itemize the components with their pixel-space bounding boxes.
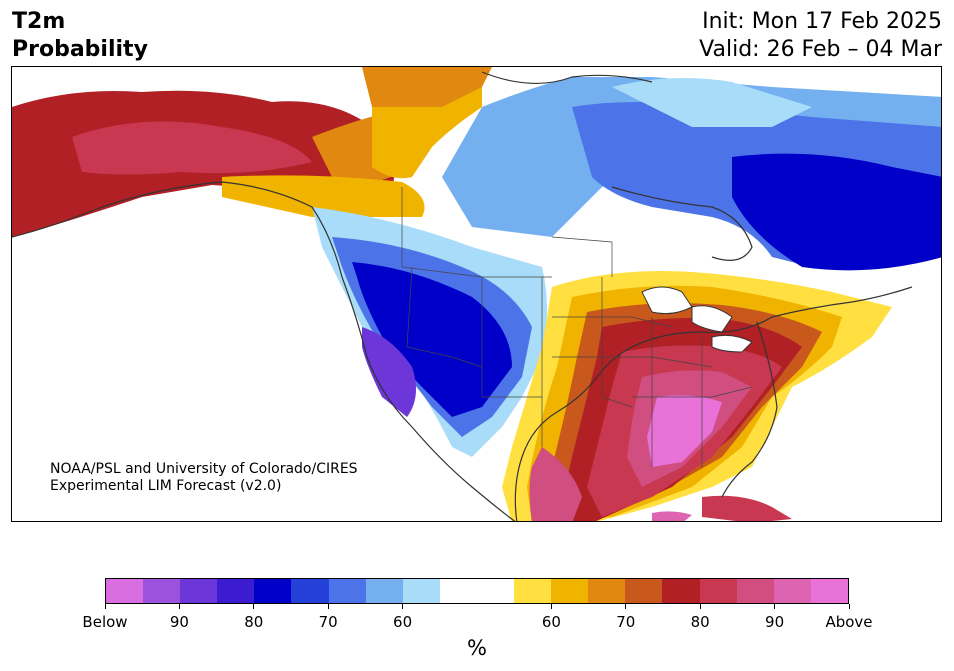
colorbar-segment: [143, 579, 181, 603]
colorbar-segment: [365, 579, 403, 603]
colorbar-segment: [402, 579, 440, 603]
colorbar-segment: [810, 579, 848, 603]
title-variable: T2m: [12, 9, 66, 34]
colorbar-segment: [439, 579, 477, 603]
colorbar-tick-label: 70: [318, 613, 338, 631]
colorbar-tick-label: Below: [82, 613, 128, 631]
colorbar-segment: [514, 579, 552, 603]
colorbar-segment: [736, 579, 774, 603]
colorbar-tick-label: 80: [690, 613, 710, 631]
init-date: Init: Mon 17 Feb 2025: [702, 9, 942, 34]
colorbar-tick: [402, 604, 404, 609]
date-block: Init: Mon 17 Feb 2025 Valid: 26 Feb – 04…: [699, 8, 942, 64]
credit-text: NOAA/PSL and University of Colorado/CIRE…: [50, 461, 358, 495]
great-lakes: [641, 286, 753, 353]
colorbar-tick-label: Above: [825, 613, 873, 631]
colorbar-tick-label: 70: [616, 613, 636, 631]
colorbar-tick-label: 60: [541, 613, 561, 631]
colorbar-tick: [327, 604, 329, 609]
colorbar-tick: [178, 604, 180, 609]
map-canvas: [12, 67, 941, 521]
state-borders: [401, 187, 753, 467]
cuba-warm-region: [702, 495, 792, 521]
colorbar-tick-label: 80: [244, 613, 264, 631]
colorbar-tick: [774, 604, 776, 609]
colorbar-tick: [848, 604, 850, 609]
colorbar: [105, 578, 849, 604]
colorbar-tick-label: 90: [765, 613, 785, 631]
colorbar-segment: [476, 579, 515, 603]
coastlines: [12, 71, 913, 521]
forecast-map: NOAA/PSL and University of Colorado/CIRE…: [11, 66, 942, 522]
colorbar-segment: [254, 579, 292, 603]
colorbar-segment: [106, 579, 144, 603]
colorbar-segment: [291, 579, 329, 603]
colorbar-tick: [625, 604, 627, 609]
colorbar-segment: [625, 579, 663, 603]
colorbar-unit: %: [467, 636, 487, 660]
colorbar-segment: [699, 579, 737, 603]
colorbar-tick: [104, 604, 106, 609]
colorbar-segment: [217, 579, 255, 603]
colorbar-segment: [662, 579, 700, 603]
colorbar-tick: [550, 604, 552, 609]
colorbar-segment: [773, 579, 811, 603]
title-block: T2m Probability: [12, 8, 148, 64]
credit-line-2: Experimental LIM Forecast (v2.0): [50, 478, 282, 494]
colorbar-segment: [551, 579, 589, 603]
credit-line-1: NOAA/PSL and University of Colorado/CIRE…: [50, 461, 358, 477]
valid-date: Valid: 26 Feb – 04 Mar: [699, 37, 942, 62]
colorbar-tick: [253, 604, 255, 609]
colorbar-segment: [180, 579, 218, 603]
title-subtitle: Probability: [12, 37, 148, 62]
colorbar-tick-label: 90: [169, 613, 189, 631]
colorbar-tick-label: 60: [393, 613, 413, 631]
colorbar-tick: [699, 604, 701, 609]
colorbar-segment: [588, 579, 626, 603]
colorbar-segment: [328, 579, 366, 603]
